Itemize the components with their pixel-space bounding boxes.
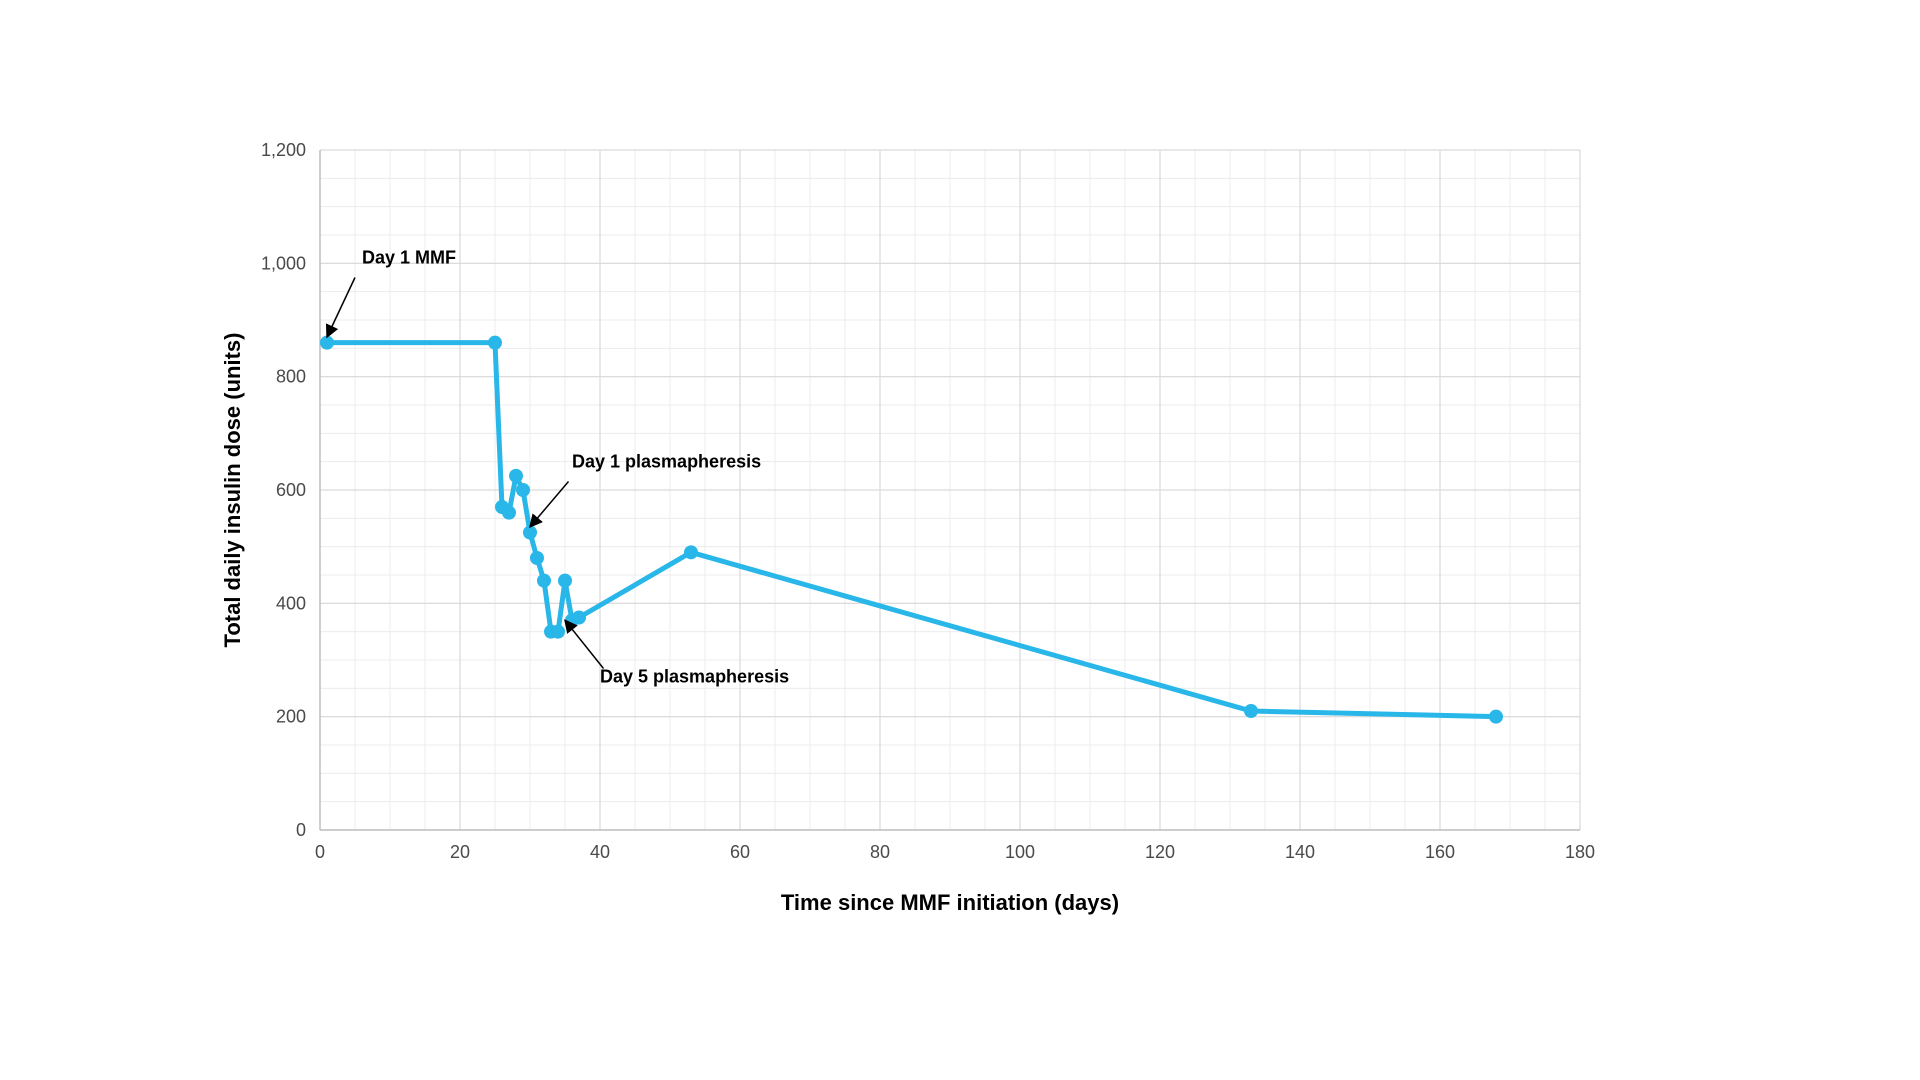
- data-point: [488, 336, 502, 350]
- y-tick-label: 1,000: [261, 253, 306, 273]
- y-tick-label: 600: [276, 480, 306, 500]
- data-point: [684, 545, 698, 559]
- x-tick-label: 60: [730, 842, 750, 862]
- y-tick-label: 400: [276, 593, 306, 613]
- data-point: [509, 469, 523, 483]
- data-point: [530, 551, 544, 565]
- annotation-label: Day 5 plasmapheresis: [600, 667, 789, 687]
- annotation-label: Day 1 plasmapheresis: [572, 451, 761, 471]
- data-point: [572, 611, 586, 625]
- x-tick-label: 160: [1425, 842, 1455, 862]
- y-tick-label: 0: [296, 820, 306, 840]
- x-tick-label: 0: [315, 842, 325, 862]
- y-tick-label: 200: [276, 707, 306, 727]
- data-point: [551, 625, 565, 639]
- x-tick-label: 80: [870, 842, 890, 862]
- x-tick-label: 40: [590, 842, 610, 862]
- data-point: [558, 574, 572, 588]
- x-tick-label: 180: [1565, 842, 1595, 862]
- y-tick-label: 1,200: [261, 140, 306, 160]
- annotation-label: Day 1 MMF: [362, 247, 456, 267]
- y-tick-label: 800: [276, 367, 306, 387]
- y-axis-title: Total daily insulin dose (units): [220, 333, 245, 648]
- data-point: [320, 336, 334, 350]
- insulin-dose-chart: 0 20 40 60 80 100 120 140 160 180 0 200 400 600 800 1,0…: [0, 0, 1920, 1080]
- x-tick-label: 140: [1285, 842, 1315, 862]
- x-tick-label: 20: [450, 842, 470, 862]
- chart-container: 0 20 40 60 80 100 120 140 160 180 0 200 400 600 800 1,0…: [0, 0, 1920, 1080]
- x-tick-label: 100: [1005, 842, 1035, 862]
- data-point: [1244, 704, 1258, 718]
- data-point: [523, 526, 537, 540]
- data-point: [502, 506, 516, 520]
- data-point: [537, 574, 551, 588]
- x-axis-title: Time since MMF initiation (days): [781, 890, 1119, 915]
- x-tick-label: 120: [1145, 842, 1175, 862]
- data-point: [1489, 710, 1503, 724]
- data-point: [516, 483, 530, 497]
